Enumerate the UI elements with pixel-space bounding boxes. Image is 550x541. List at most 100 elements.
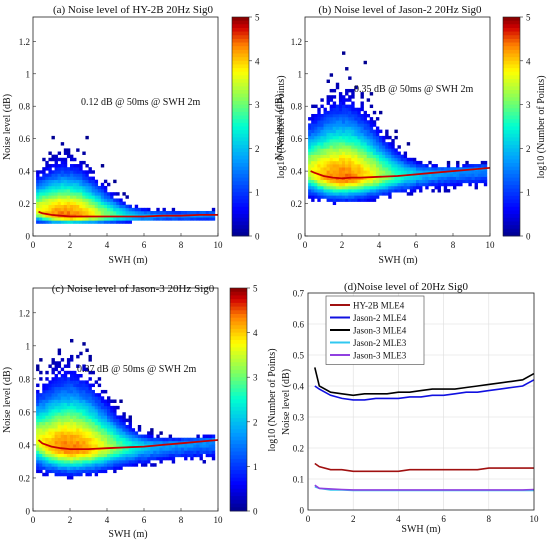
- heatmap-cell: [345, 92, 349, 96]
- heatmap-cell: [425, 179, 429, 184]
- heatmap-cell: [385, 160, 389, 165]
- heatmap-cell: [57, 351, 62, 356]
- heatmap-cell: [94, 463, 99, 467]
- heatmap-cell: [66, 386, 71, 391]
- heatmap-cell: [60, 412, 65, 416]
- heatmap-cell: [348, 88, 352, 93]
- heatmap-cell: [100, 220, 105, 224]
- heatmap-cell: [39, 431, 43, 435]
- heatmap-cell: [113, 217, 117, 221]
- legend-label: Jason-2 MLE4: [353, 313, 407, 323]
- heatmap-cell: [119, 204, 123, 209]
- heatmap-cell: [348, 129, 352, 134]
- heatmap-cell: [205, 440, 210, 445]
- heatmap-cell: [338, 123, 343, 127]
- heatmap-cell: [434, 179, 438, 184]
- heatmap-cell: [51, 358, 55, 362]
- heatmap-cell: [63, 217, 68, 221]
- heatmap-cell: [94, 195, 99, 199]
- heatmap-cell: [51, 176, 55, 180]
- heatmap-cell: [57, 450, 62, 454]
- heatmap-cell: [342, 195, 346, 199]
- heatmap-cell: [354, 145, 358, 149]
- heatmap-cell: [60, 450, 65, 454]
- heatmap-cell: [400, 154, 404, 159]
- heatmap-cell: [88, 412, 92, 416]
- heatmap-cell: [51, 460, 55, 464]
- heatmap-cell: [369, 179, 374, 184]
- heatmap-cell: [113, 405, 117, 410]
- heatmap-cell: [317, 160, 321, 165]
- heatmap-cell: [354, 129, 358, 134]
- heatmap-cell: [51, 389, 55, 394]
- heatmap-cell: [70, 415, 74, 419]
- heatmap-cell: [85, 192, 89, 196]
- colorbar-band: [232, 111, 249, 116]
- heatmap-cell: [443, 189, 448, 193]
- heatmap-cell: [329, 132, 334, 137]
- heatmap-cell: [36, 409, 40, 413]
- heatmap-cell: [76, 418, 80, 423]
- heatmap-cell: [54, 466, 58, 470]
- heatmap-cell: [351, 154, 355, 159]
- heatmap-cell: [134, 456, 139, 461]
- heatmap-cell: [57, 157, 62, 162]
- colorbar-band: [230, 455, 247, 460]
- heatmap-cell: [446, 160, 451, 165]
- heatmap-cell: [465, 160, 469, 165]
- heatmap-cell: [434, 164, 438, 168]
- heatmap-cell: [379, 145, 383, 149]
- heatmap-cell: [110, 201, 114, 206]
- heatmap-cell: [82, 428, 86, 432]
- heatmap-cell: [76, 179, 80, 184]
- heatmap-cell: [103, 207, 108, 212]
- heatmap-cell: [165, 437, 169, 442]
- heatmap-cell: [51, 399, 55, 403]
- heatmap-cell: [42, 412, 46, 416]
- heatmap-cell: [97, 220, 102, 224]
- heatmap-cell: [100, 469, 105, 474]
- colorbar-band: [232, 93, 249, 98]
- heatmap-cell: [110, 444, 114, 448]
- colorbar-band: [503, 192, 520, 197]
- heatmap-cell: [57, 182, 62, 187]
- heatmap-cell: [354, 139, 358, 143]
- heatmap-cell: [73, 167, 77, 171]
- colorbar-tick-label: 0: [253, 507, 258, 517]
- heatmap-cell: [122, 424, 126, 429]
- colorbar-tick-label: 1: [526, 188, 531, 198]
- heatmap-cell: [329, 129, 334, 134]
- heatmap-cell: [351, 148, 355, 152]
- heatmap-cell: [63, 405, 68, 410]
- heatmap-cell: [363, 117, 367, 121]
- heatmap-cell: [66, 415, 71, 419]
- heatmap-cell: [335, 185, 340, 190]
- heatmap-cell: [320, 192, 324, 196]
- heatmap-cell: [338, 167, 343, 171]
- heatmap-cell: [335, 148, 340, 152]
- heatmap-cell: [314, 176, 318, 180]
- heatmap-cell: [76, 374, 80, 378]
- heatmap-cell: [342, 142, 346, 146]
- heatmap-cell: [345, 185, 349, 190]
- heatmap-cell: [85, 409, 89, 413]
- heatmap-cell: [42, 198, 46, 202]
- heatmap-cell: [425, 173, 429, 177]
- heatmap-cell: [57, 466, 62, 470]
- heatmap-cell: [122, 201, 126, 206]
- heatmap-cell: [459, 167, 463, 171]
- heatmap-cell: [39, 463, 43, 467]
- heatmap-cell: [82, 217, 86, 221]
- heatmap-cell: [110, 418, 114, 423]
- heatmap-cell: [354, 142, 358, 146]
- heatmap-cell: [338, 132, 343, 137]
- heatmap-cell: [97, 437, 102, 442]
- heatmap-cell: [354, 85, 358, 90]
- heatmap-cell: [54, 189, 58, 193]
- heatmap-cell: [412, 182, 417, 187]
- heatmap-cell: [79, 201, 83, 206]
- heatmap-cell: [400, 170, 404, 174]
- heatmap-cell: [348, 139, 352, 143]
- heatmap-cell: [388, 182, 392, 187]
- heatmap-cell: [326, 167, 330, 171]
